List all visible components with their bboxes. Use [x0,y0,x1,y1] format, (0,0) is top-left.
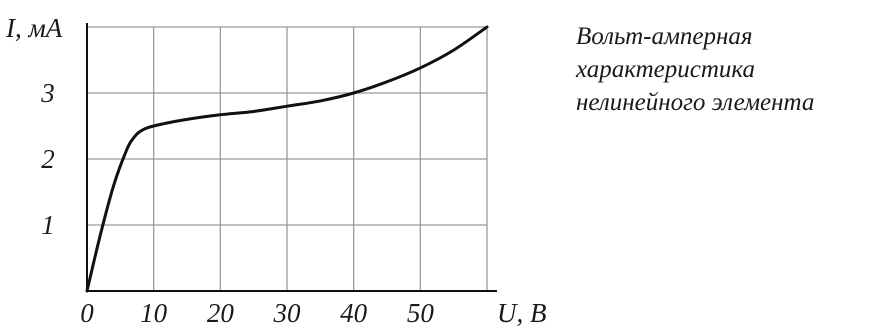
iv-curve [85,25,489,293]
x-axis-label: U, В [497,298,547,328]
y-tick-label: 1 [41,210,55,240]
x-tick-label: 30 [273,298,302,328]
y-axis-label: I, мА [5,13,63,43]
caption-line-2: характеристика [576,56,756,83]
grid [87,26,488,291]
y-tick-label: 2 [41,144,55,174]
series [85,25,489,293]
caption-line-3: нелинейного элемента [576,89,815,116]
chart-caption: Вольт-амперная характеристика нелинейног… [576,20,814,119]
tick-labels: 0 10 20 30 40 50 1 2 3 [40,78,434,328]
x-tick-label: 50 [407,298,435,328]
axes [86,23,497,292]
caption-line-1: Вольт-амперная [576,23,753,50]
x-tick-label: 10 [140,298,168,328]
x-tick-label: 20 [207,298,235,328]
y-tick-label: 3 [40,78,55,108]
x-tick-label: 0 [80,298,94,328]
x-tick-label: 40 [340,298,368,328]
